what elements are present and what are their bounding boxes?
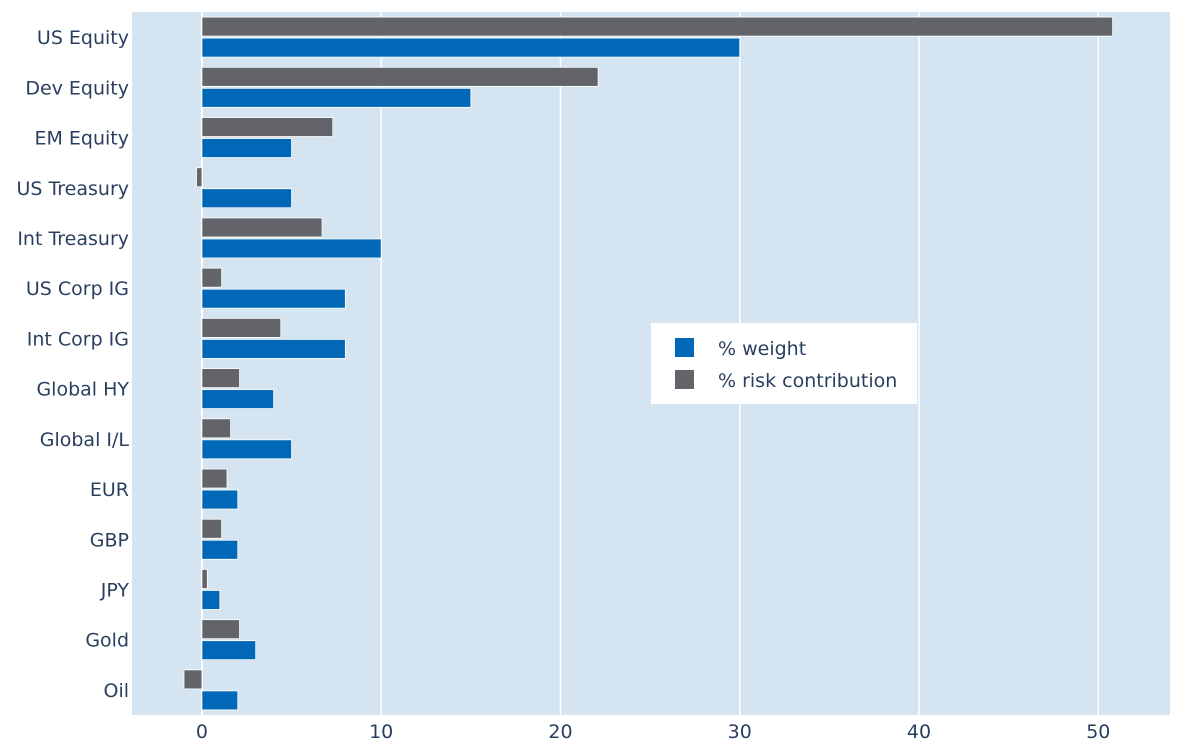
y-tick-label: Gold [85,630,129,652]
bar-weight [201,439,292,460]
bar-weight [201,389,275,410]
x-tick-label-30: 30 [728,721,752,743]
bar-risk-contribution [201,569,208,589]
bar-weight [201,288,346,309]
bar-weight [201,37,741,58]
bar-risk-contribution [201,66,599,87]
legend[interactable]: % weight % risk contribution [651,323,917,404]
y-tick-label: US Equity [37,27,129,49]
x-tick-label-50: 50 [1086,721,1110,743]
y-axis-labels: US Equity Dev Equity EM Equity US Treasury I… [16,27,129,702]
y-tick-label: EM Equity [34,128,129,150]
bar-risk-contribution [201,217,323,238]
y-tick-label: Int Corp IG [27,328,129,350]
bar-risk-contribution [201,317,282,338]
y-tick-label: Dev Equity [25,77,129,99]
bar-weight [201,338,346,359]
bar-risk-contribution [201,518,223,539]
bar-risk-contribution [201,368,240,389]
bar-weight [201,489,239,510]
y-tick-label: Int Treasury [17,228,129,250]
bar-weight [201,188,292,209]
legend-box [651,323,917,404]
bar-weight [201,87,472,108]
x-tick-label-10: 10 [369,721,393,743]
legend-swatch-weight [675,338,694,357]
x-tick-label-20: 20 [548,721,572,743]
y-tick-label: JPY [100,579,130,601]
legend-label-risk: % risk contribution [718,370,897,392]
y-tick-label: Global HY [36,379,129,401]
x-tick-label-40: 40 [907,721,931,743]
y-tick-label: EUR [90,479,129,501]
y-tick-label: Oil [103,680,129,702]
bar-risk-contribution [201,619,240,640]
bar-risk-contribution [201,267,223,288]
legend-label-weight: % weight [718,338,806,360]
bar-risk-contribution [201,418,232,439]
bar-weight [201,590,221,610]
legend-swatch-risk [675,370,694,389]
bar-weight [201,690,239,711]
bar-weight [201,539,239,560]
bar-risk-contribution [183,669,203,690]
y-tick-label: US Corp IG [26,278,129,300]
bar-weight [201,640,257,661]
y-tick-label: US Treasury [16,178,129,200]
bars [183,16,1114,711]
x-tick-label-0: 0 [196,721,208,743]
y-tick-label: Global I/L [40,429,130,451]
y-tick-label: GBP [90,529,129,551]
bar-risk-contribution [201,16,1114,37]
bar-risk-contribution [201,468,228,489]
bar-risk-contribution [201,117,334,137]
x-axis-labels: 0 10 20 30 40 50 [196,721,1111,743]
bar-weight [201,238,382,259]
bar-risk-contribution [196,167,203,188]
bar-weight [201,138,292,158]
